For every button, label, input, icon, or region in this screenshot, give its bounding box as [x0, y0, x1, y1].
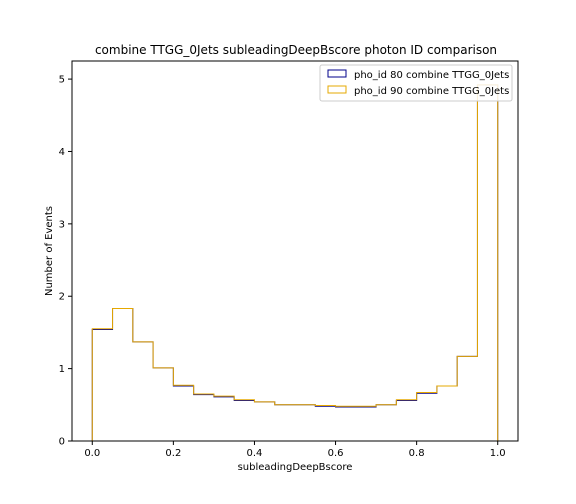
y-tick-label: 5 [59, 75, 65, 86]
chart-title: combine TTGG_0Jets subleadingDeepBscore … [95, 43, 497, 57]
x-axis-ticks: 0.0 0.2 0.4 0.6 0.8 1.0 [84, 441, 506, 459]
y-axis-ticks: 0 1 2 3 4 5 [59, 75, 72, 448]
y-tick-label: 4 [59, 147, 65, 158]
x-tick-label: 0.0 [84, 448, 100, 459]
plot-area [91, 84, 499, 441]
axes-frame [71, 60, 519, 442]
x-tick-label: 1.0 [490, 448, 506, 459]
histogram-series-1 [91, 84, 499, 441]
x-axis-label: subleadingDeepBscore [238, 462, 353, 473]
legend-swatch-pho-id-80 [327, 69, 347, 78]
y-tick-label: 1 [59, 364, 65, 375]
legend-swatch-pho-id-90 [327, 85, 347, 94]
y-tick-label: 3 [59, 219, 65, 230]
y-tick-label: 2 [59, 292, 65, 303]
x-tick-label: 0.8 [409, 448, 425, 459]
legend-label-pho-id-80: pho_id 80 combine TTGG_0Jets [354, 70, 509, 81]
x-tick-label: 0.6 [328, 448, 344, 459]
y-tick-label: 0 [59, 437, 65, 448]
legend-frame [319, 64, 513, 102]
x-tick-label: 0.2 [165, 448, 181, 459]
y-axis-label: Number of Events [44, 206, 55, 296]
legend: pho_id 80 combine TTGG_0Jets pho_id 90 c… [319, 64, 513, 102]
legend-label-pho-id-90: pho_id 90 combine TTGG_0Jets [354, 86, 509, 97]
x-tick-label: 0.4 [247, 448, 263, 459]
